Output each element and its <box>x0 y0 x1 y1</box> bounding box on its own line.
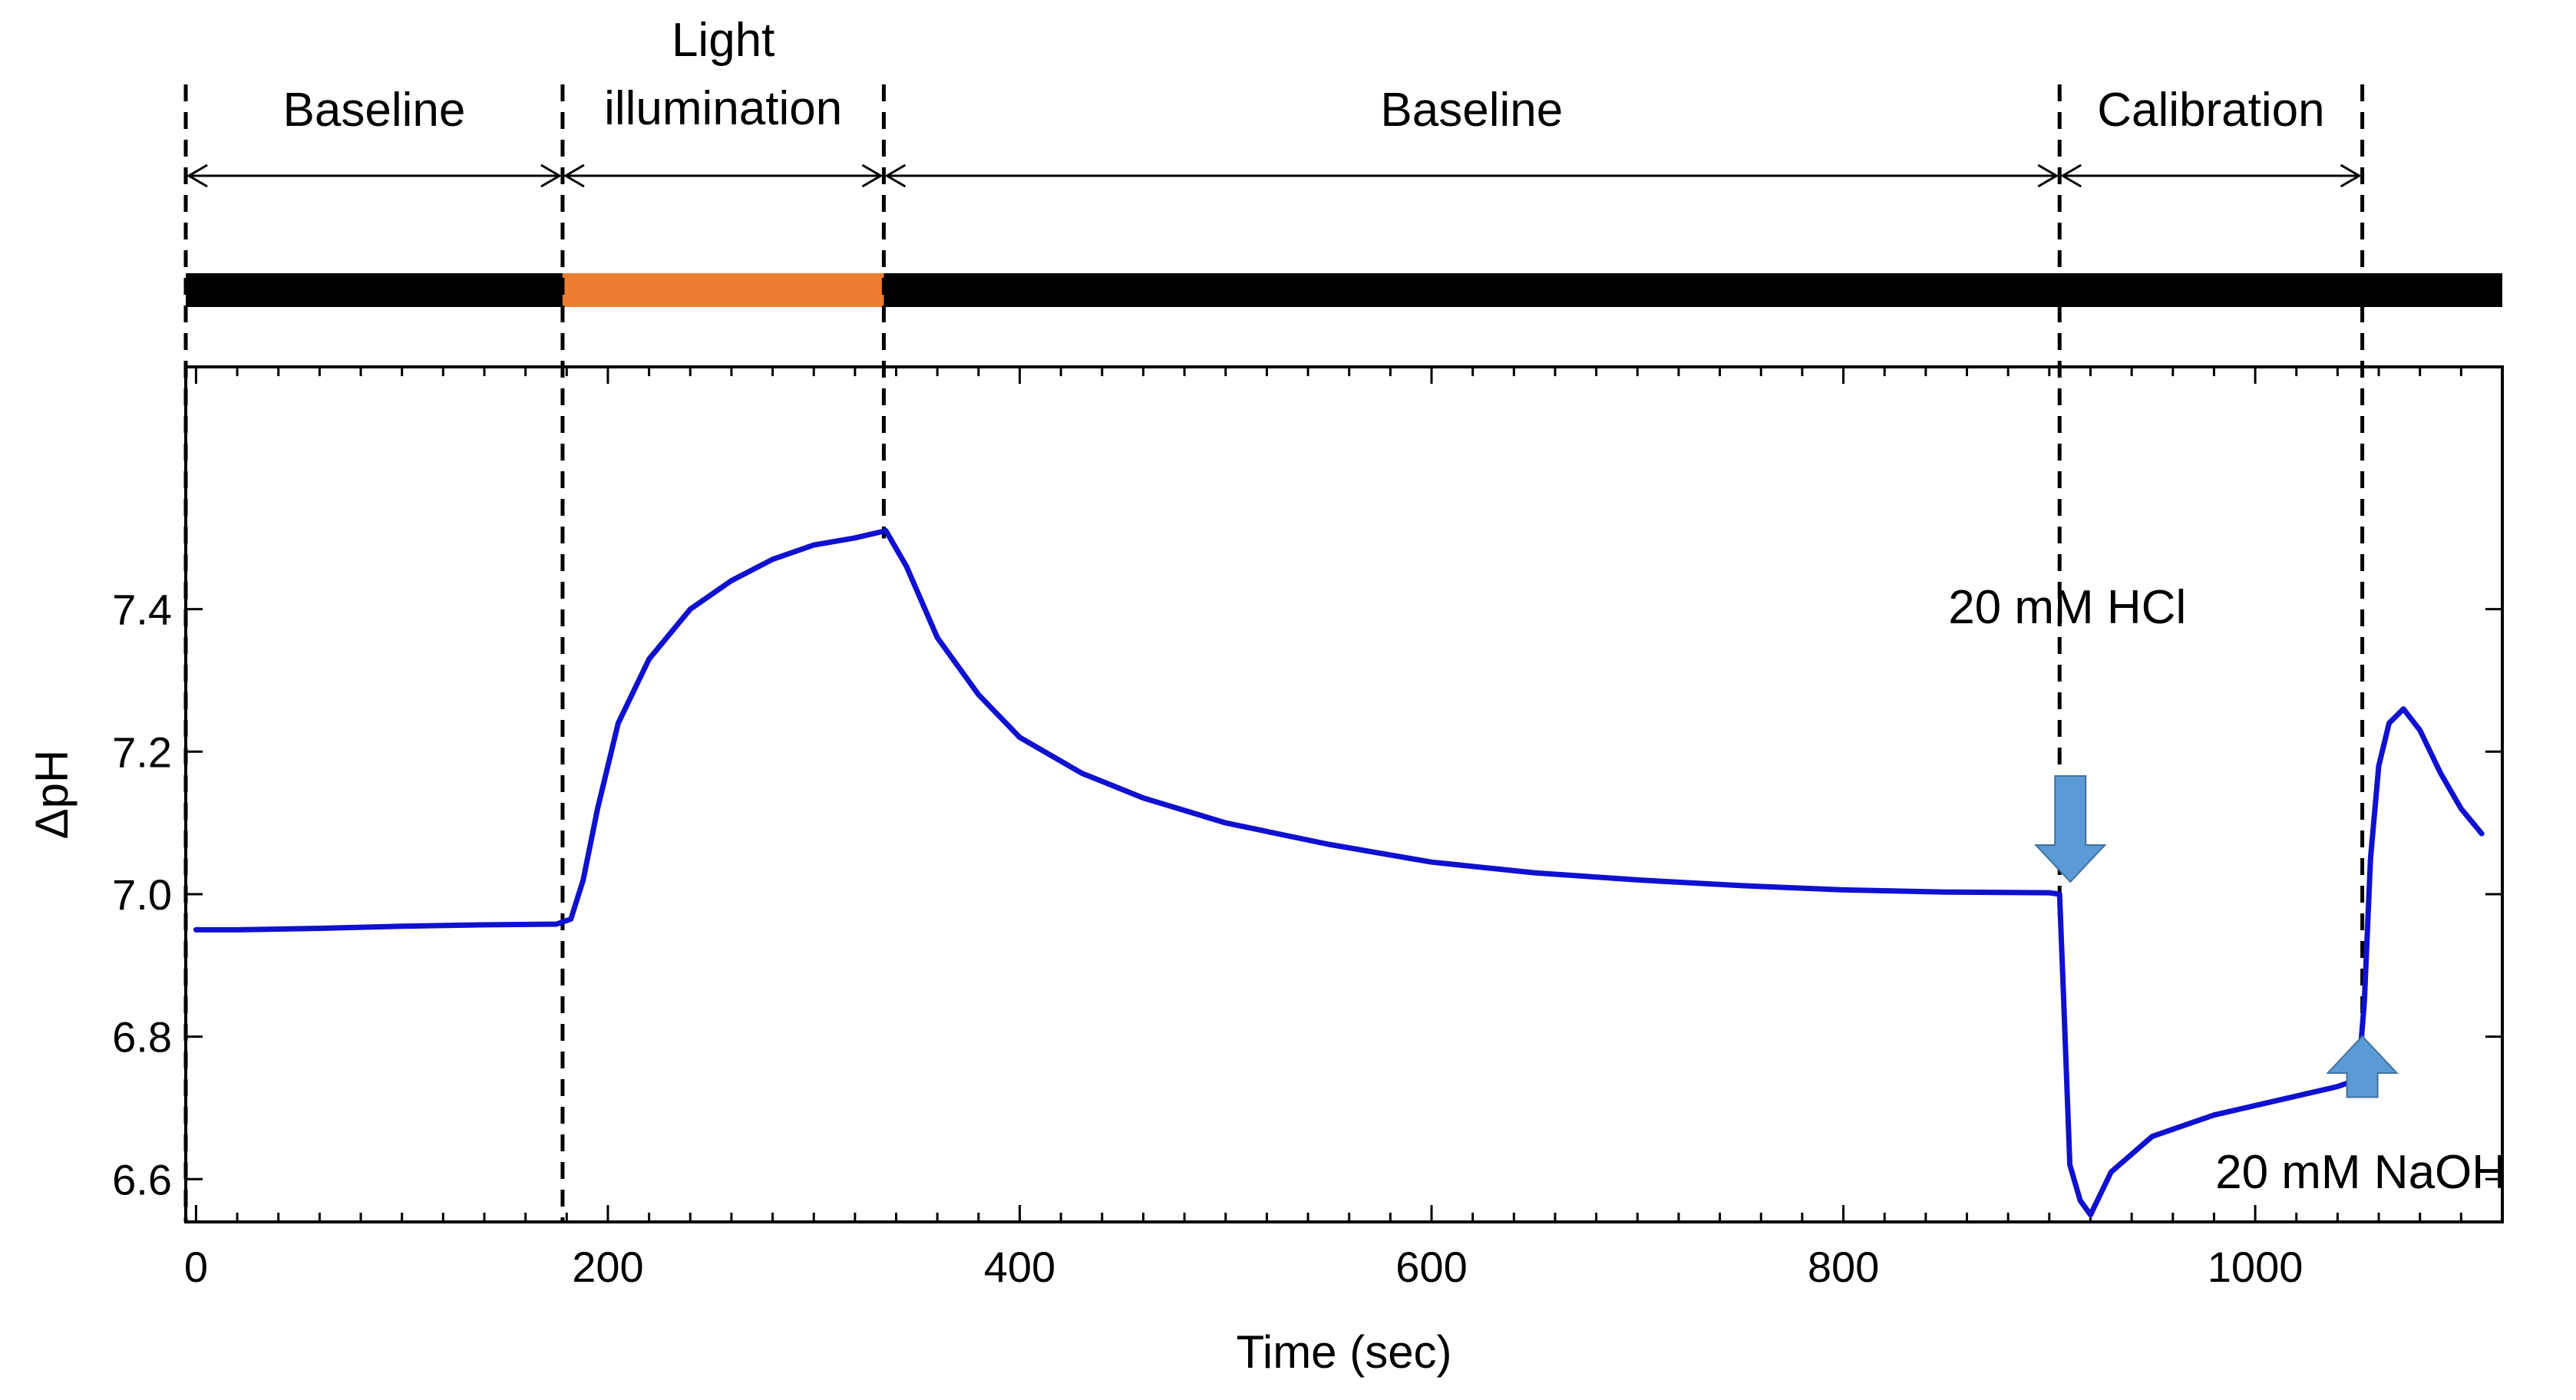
x-tick-label-800: 800 <box>1808 1243 1879 1291</box>
phase-arrowhead-left-1 <box>563 163 585 188</box>
phase-arrowhead-right-2 <box>2037 163 2059 188</box>
phase-labels: Baseline Light illumination Baseline Calibra… <box>283 14 2325 137</box>
plot-frame <box>184 365 2504 1223</box>
y-tick-label-1: 6.8 <box>112 1013 172 1062</box>
x-tick-label-0: 0 <box>184 1243 208 1291</box>
phase-label-2: Baseline <box>1380 84 1563 137</box>
phase-arrowhead-right-3 <box>2340 163 2362 188</box>
phase-arrows <box>187 163 2362 188</box>
phase-arrowhead-right-1 <box>861 163 883 188</box>
phase-bar-segment-0 <box>186 273 563 307</box>
y-tick-label-3: 7.2 <box>112 728 172 776</box>
phase-dividers <box>183 84 2365 1222</box>
axis-ticks <box>186 367 2502 1222</box>
x-axis-title: Time (sec) <box>1236 1326 1451 1378</box>
y-tick-label-0: 6.6 <box>112 1155 172 1204</box>
x-tick-label-600: 600 <box>1395 1243 1467 1291</box>
phase-label-0: Baseline <box>283 84 466 137</box>
phase-arrowhead-right-0 <box>540 163 562 188</box>
phase-arrowhead-left-3 <box>2060 163 2082 188</box>
annotations: 20 mM HCl 20 mM NaOH <box>1948 581 2506 1199</box>
phase-arrowhead-left-2 <box>884 163 907 188</box>
naoh-arrow-icon <box>2326 1035 2399 1098</box>
y-axis-title: ΔpH <box>26 750 78 840</box>
naoh-annotation-label: 20 mM NaOH <box>2215 1146 2506 1199</box>
phase-label-1-line1: Light <box>672 14 774 67</box>
phase-bar-segment-1 <box>562 273 884 307</box>
x-tick-label-1000: 1000 <box>2208 1243 2304 1291</box>
hcl-annotation-label: 20 mM HCl <box>1948 581 2186 634</box>
phase-bar <box>186 273 2503 307</box>
phase-label-3: Calibration <box>2097 84 2324 137</box>
x-tick-label-200: 200 <box>572 1243 643 1291</box>
hcl-arrow-icon <box>2033 774 2107 883</box>
x-tick-label-400: 400 <box>984 1243 1055 1291</box>
phase-arrowhead-left-0 <box>187 163 208 188</box>
axis-tick-labels: 0 200 400 600 800 1000 6.6 6.8 7.0 7.2 7.4 <box>112 586 2303 1291</box>
y-tick-label-2: 7.0 <box>112 870 172 919</box>
phase-bar-segment-2 <box>883 273 2503 307</box>
phase-label-1-line2: illumination <box>604 82 842 135</box>
y-tick-label-4: 7.4 <box>112 586 172 634</box>
